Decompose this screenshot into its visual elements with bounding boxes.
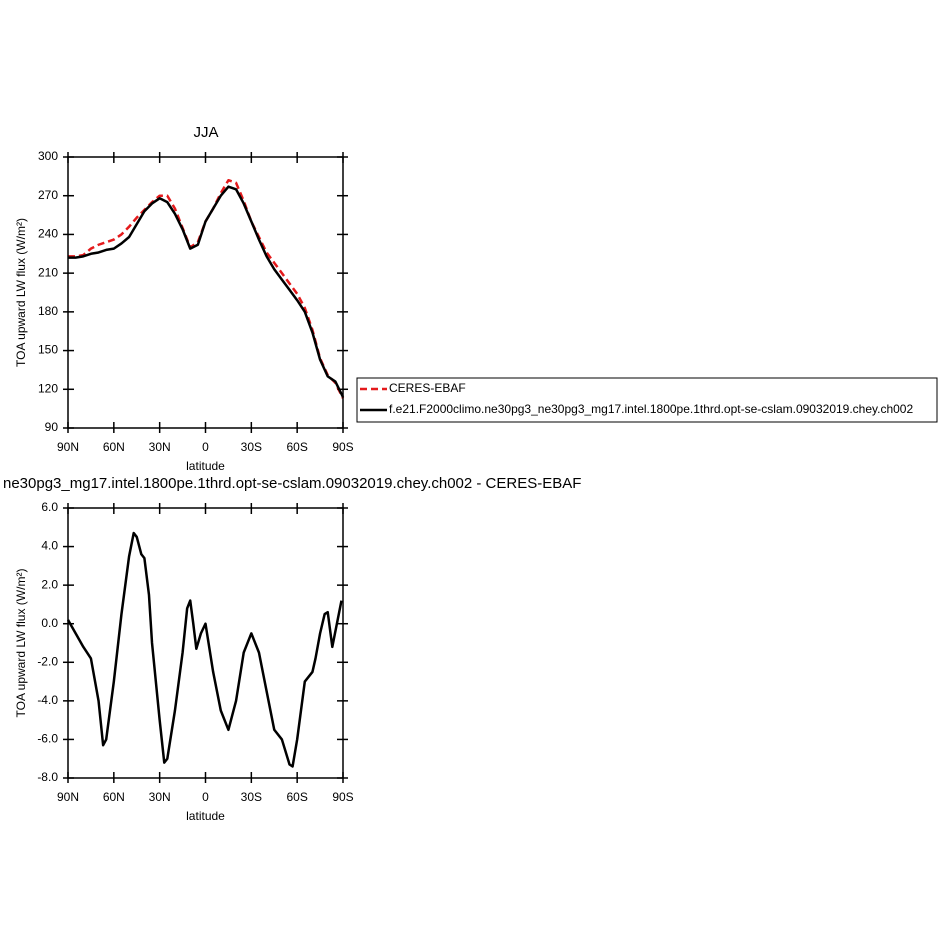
y-axis-label: TOA upward LW flux (W/m²) [14, 569, 28, 718]
x-tick-label: 30S [241, 790, 262, 804]
data-line [66, 531, 343, 768]
x-tick-label: 90S [332, 440, 353, 454]
legend-label: CERES-EBAF [389, 381, 466, 395]
y-tick-label: 6.0 [41, 500, 58, 514]
chart-title: JJA [193, 124, 218, 141]
data-line [68, 185, 345, 398]
x-axis-label: latitude [186, 809, 225, 823]
y-tick-label: 240 [38, 227, 58, 241]
y-tick-label: -6.0 [37, 732, 58, 746]
y-tick-label: 210 [38, 265, 58, 279]
x-tick-label: 90N [57, 790, 79, 804]
plot-frame [67, 156, 344, 429]
plot-frame [67, 507, 344, 779]
y-tick-label: 90 [45, 420, 59, 434]
x-tick-label: 90N [57, 440, 79, 454]
y-tick-label: 2.0 [41, 577, 58, 591]
y-tick-label: 0.0 [41, 616, 58, 630]
y-tick-label: 270 [38, 188, 58, 202]
x-tick-label: 90S [332, 790, 353, 804]
y-tick-label: -4.0 [37, 693, 58, 707]
x-tick-label: 60S [286, 790, 307, 804]
legend-label: f.e21.F2000climo.ne30pg3_ne30pg3_mg17.in… [389, 402, 913, 416]
y-axis-label: TOA upward LW flux (W/m²) [14, 218, 28, 367]
y-tick-label: -8.0 [37, 770, 58, 784]
x-tick-label: 60N [103, 440, 125, 454]
x-tick-label: 0 [202, 440, 209, 454]
y-tick-label: 180 [38, 304, 58, 318]
x-tick-label: 60N [103, 790, 125, 804]
chart-title: ne30pg3_mg17.intel.1800pe.1thrd.opt-se-c… [3, 475, 581, 492]
y-tick-label: -2.0 [37, 654, 58, 668]
data-line [68, 178, 345, 399]
x-axis-label: latitude [186, 459, 225, 473]
y-tick-label: 4.0 [41, 539, 58, 553]
y-tick-label: 150 [38, 343, 58, 357]
x-tick-label: 30S [241, 440, 262, 454]
x-tick-label: 60S [286, 440, 307, 454]
y-tick-label: 300 [38, 149, 58, 163]
legend-box [356, 377, 938, 423]
x-tick-label: 0 [202, 790, 209, 804]
x-tick-label: 30N [149, 790, 171, 804]
x-tick-label: 30N [149, 440, 171, 454]
y-tick-label: 120 [38, 381, 58, 395]
